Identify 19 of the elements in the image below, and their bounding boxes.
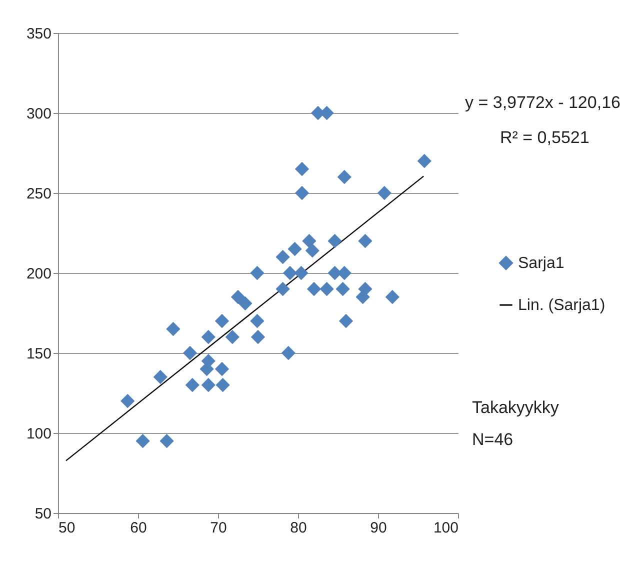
text: y = 3,9772x - 120,16 (465, 93, 620, 113)
y-tick-label: 50 (34, 506, 52, 522)
y-tick-label: 350 (26, 26, 52, 42)
text: R² = 0,5521 (500, 128, 590, 148)
x-tick-label: 100 (433, 520, 458, 536)
y-tick-label: 150 (26, 346, 52, 362)
y-tick-label: 100 (26, 426, 52, 442)
text: Takakyykky (472, 398, 559, 418)
x-tick-label: 90 (370, 520, 387, 536)
y-tick-label: 300 (26, 106, 52, 122)
legend-label: Lin. (Sarja1) (518, 297, 606, 314)
x-tick-label: 80 (290, 520, 307, 536)
x-tick-label: 60 (130, 520, 147, 536)
text: N=46 (472, 430, 514, 450)
x-tick-label: 50 (58, 520, 76, 536)
x-tick-label: 70 (210, 520, 227, 536)
y-tick-label: 200 (26, 266, 52, 282)
y-tick-label: 250 (26, 186, 52, 202)
legend-label: Sarja1 (518, 255, 564, 272)
